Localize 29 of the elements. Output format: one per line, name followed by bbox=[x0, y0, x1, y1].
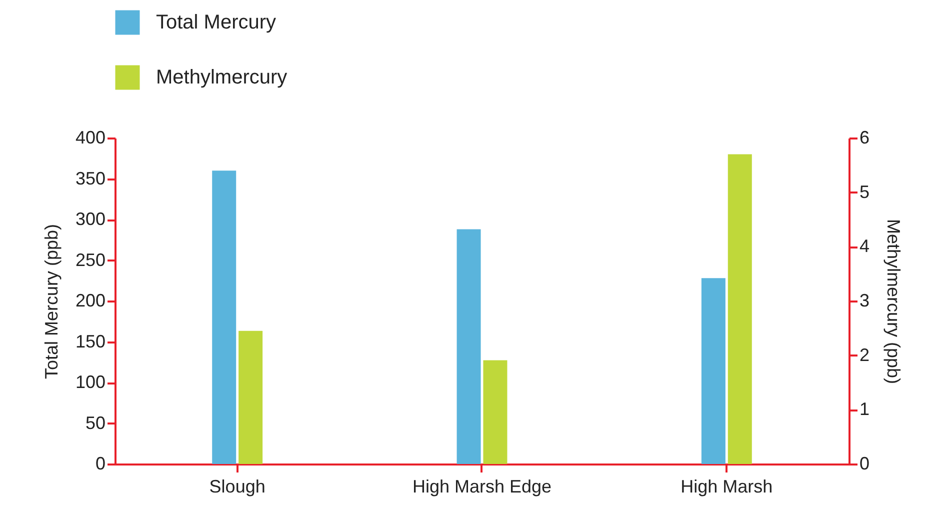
bar bbox=[728, 154, 752, 464]
y-tick-label: 300 bbox=[75, 209, 106, 229]
y-tick-label: 400 bbox=[75, 128, 106, 148]
y2-axis-title: Methylmercury (ppb) bbox=[884, 218, 904, 384]
y-tick-label: 250 bbox=[75, 250, 106, 270]
y2-tick-label: 2 bbox=[860, 344, 870, 365]
x-tick-label: High Marsh Edge bbox=[412, 476, 552, 496]
bar bbox=[701, 278, 726, 464]
y-tick-label: 50 bbox=[85, 412, 106, 433]
y2-tick-label: 0 bbox=[860, 454, 870, 474]
y2-tick-label: 4 bbox=[860, 236, 870, 256]
y-tick-label: 100 bbox=[75, 372, 106, 392]
y-tick-label: 0 bbox=[95, 454, 106, 474]
x-tick-label: High Marsh bbox=[680, 476, 773, 496]
bar bbox=[456, 229, 481, 464]
bar bbox=[212, 170, 236, 464]
y2-tick-label: 3 bbox=[860, 290, 870, 310]
y-axis-title: Total Mercury (ppb) bbox=[41, 224, 62, 380]
bar bbox=[483, 360, 508, 464]
legend-label: Methylmercury bbox=[156, 66, 288, 88]
x-tick-label: Slough bbox=[209, 476, 266, 496]
legend-label: Total Mercury bbox=[156, 12, 276, 34]
y2-tick-label: 5 bbox=[860, 182, 870, 202]
y-tick-label: 150 bbox=[75, 331, 106, 352]
y2-tick-label: 1 bbox=[860, 399, 870, 420]
y-tick-label: 350 bbox=[75, 168, 106, 188]
y2-tick-label: 6 bbox=[860, 128, 870, 148]
y-tick-label: 200 bbox=[75, 290, 106, 310]
bar bbox=[238, 330, 263, 464]
